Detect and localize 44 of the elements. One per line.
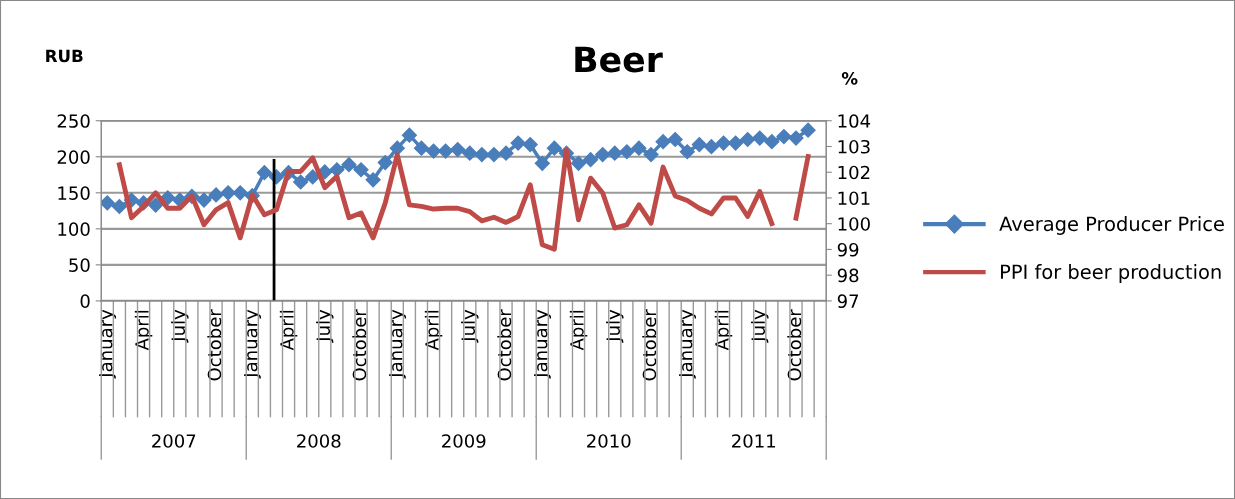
y-tick-label: 150 <box>58 186 90 200</box>
text: 2009 <box>442 434 486 448</box>
x-tick-label: April <box>279 310 298 351</box>
x-tick-label: October <box>642 309 657 381</box>
x-tick-label: July <box>606 309 624 343</box>
x-tick-label: January <box>244 309 262 379</box>
x-tick-label: April <box>424 310 443 351</box>
x-tick-label: October <box>207 309 222 381</box>
y2-tick-label: 102 <box>838 165 870 180</box>
x-tick-label: July <box>316 309 334 343</box>
y-tick-label: 200 <box>57 150 90 164</box>
legend-label: Average Producer Price <box>999 216 1224 235</box>
x-tick-label: July <box>751 309 769 343</box>
y2-tick-label: 104 <box>838 114 871 128</box>
y2-tick-label: 97 <box>837 294 859 309</box>
y2-tick-label: 99 <box>837 242 859 257</box>
text: 2007 <box>152 434 196 448</box>
text: 2011 <box>732 434 776 448</box>
x-tick-label: April <box>134 310 153 351</box>
x-tick-label: October <box>787 309 802 381</box>
x-tick-label: October <box>497 309 512 381</box>
y-tick-label: 250 <box>57 114 90 128</box>
text: 2010 <box>587 434 631 448</box>
x-tick-label: January <box>99 309 117 379</box>
y-tick-label: 100 <box>58 222 90 236</box>
x-tick-label: January <box>534 309 552 379</box>
x-tick-label: April <box>569 310 588 351</box>
x-tick-label: April <box>714 310 733 351</box>
y2-axis-title: % <box>841 72 858 85</box>
legend-label: PPI for beer production <box>1001 264 1221 283</box>
chart-title: Beer <box>575 46 663 73</box>
y-tick-label: 50 <box>69 258 90 272</box>
y-tick-label: 0 <box>80 294 90 309</box>
x-tick-label: July <box>461 309 479 343</box>
text: 2008 <box>297 434 341 448</box>
y2-tick-label: 98 <box>837 268 859 283</box>
x-tick-label: January <box>679 309 696 379</box>
y2-tick-label: 103 <box>838 139 870 154</box>
x-tick-label: July <box>171 309 189 343</box>
y2-tick-label: 100 <box>838 217 870 231</box>
x-tick-label: October <box>352 309 367 381</box>
y-axis-title: RUB <box>46 49 83 63</box>
y2-tick-label: 101 <box>838 191 870 206</box>
x-tick-label: January <box>389 309 407 379</box>
